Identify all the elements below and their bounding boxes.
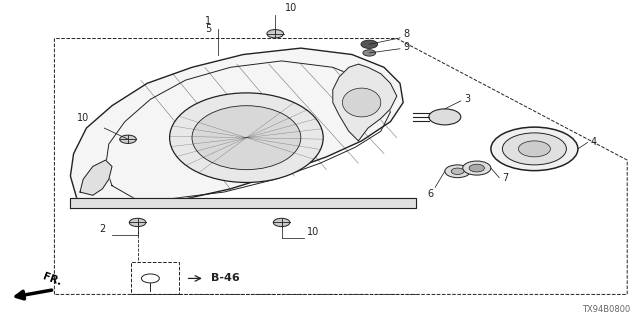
Text: 7: 7: [502, 173, 508, 183]
Text: B-46: B-46: [211, 273, 240, 284]
Text: 3: 3: [464, 94, 470, 104]
Polygon shape: [70, 48, 403, 208]
Text: 10: 10: [307, 228, 319, 237]
Polygon shape: [80, 160, 112, 195]
Circle shape: [363, 50, 376, 56]
Circle shape: [491, 127, 578, 171]
Text: 5: 5: [205, 24, 211, 34]
Text: 10: 10: [285, 3, 297, 13]
Text: 9: 9: [403, 42, 410, 52]
Circle shape: [469, 164, 484, 172]
Circle shape: [518, 141, 550, 157]
Ellipse shape: [192, 106, 301, 170]
Circle shape: [451, 168, 464, 174]
Circle shape: [361, 40, 378, 48]
Polygon shape: [333, 64, 397, 141]
Circle shape: [502, 133, 566, 165]
Circle shape: [273, 218, 290, 227]
Text: FR.: FR.: [42, 271, 63, 287]
Circle shape: [120, 135, 136, 143]
Bar: [131, 262, 179, 294]
Ellipse shape: [170, 93, 323, 182]
Text: 8: 8: [403, 29, 410, 39]
Text: 4: 4: [590, 137, 596, 147]
Circle shape: [429, 109, 461, 125]
Ellipse shape: [342, 88, 381, 117]
Circle shape: [445, 165, 470, 178]
Circle shape: [463, 161, 491, 175]
Text: 6: 6: [427, 189, 433, 199]
Text: 1: 1: [205, 16, 211, 26]
Circle shape: [267, 29, 284, 38]
Text: 10: 10: [77, 113, 90, 123]
Circle shape: [129, 218, 146, 227]
Text: 2: 2: [99, 224, 106, 234]
Polygon shape: [70, 198, 416, 208]
Text: TX94B0800: TX94B0800: [582, 305, 630, 314]
